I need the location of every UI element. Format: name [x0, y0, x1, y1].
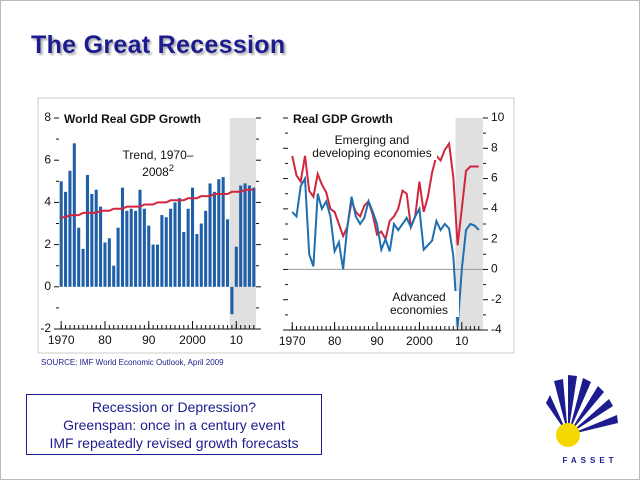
bar	[243, 183, 247, 287]
bar	[120, 187, 125, 287]
logo	[546, 375, 618, 447]
bar	[173, 202, 177, 287]
bar	[103, 242, 107, 287]
bar	[252, 187, 256, 287]
bar	[164, 217, 168, 287]
chart-title: World Real GDP Growth	[64, 112, 201, 126]
y-tick-label: 6	[44, 152, 51, 166]
bar	[85, 174, 89, 287]
bar	[217, 179, 221, 287]
y-tick-label: 8	[44, 110, 51, 124]
bar	[68, 170, 72, 287]
y-tick-label: -2	[491, 292, 502, 306]
bar	[64, 191, 68, 287]
forecast-shade	[229, 118, 256, 329]
series-line	[61, 188, 254, 219]
bar	[212, 191, 216, 287]
bar	[169, 208, 173, 287]
y-tick-label: 6	[491, 171, 498, 185]
bar	[81, 248, 85, 287]
bar	[204, 210, 208, 287]
chart-title: Real GDP Growth	[293, 112, 393, 126]
bar	[182, 231, 186, 287]
bar	[116, 227, 120, 287]
bar	[90, 193, 94, 287]
bar	[151, 244, 155, 287]
bar	[134, 210, 138, 287]
y-tick-label: 2	[44, 237, 51, 251]
slide-title: The Great Recession	[31, 31, 286, 59]
bar	[239, 185, 243, 287]
box-line: Recession or Depression?	[91, 398, 257, 415]
bar	[234, 246, 238, 287]
bar	[177, 198, 181, 287]
bar	[195, 234, 199, 287]
bar	[160, 215, 164, 287]
bar	[155, 244, 160, 287]
chart-frame	[37, 97, 515, 354]
series-annotation: Trend, 1970–20082	[113, 149, 203, 179]
series-annotation: Advanced economies	[379, 291, 459, 317]
x-tick-label: 90	[370, 334, 384, 348]
x-tick-label: 1970	[48, 333, 75, 347]
bar	[77, 227, 81, 287]
bar	[107, 238, 111, 287]
x-tick-label: 1970	[279, 334, 306, 348]
y-tick-label: 0	[491, 262, 498, 276]
bar	[247, 185, 251, 287]
bar	[147, 225, 151, 287]
text-box: Recession or Depression? Greenspan: once…	[26, 394, 322, 455]
box-line: IMF repeatedly revised growth forecasts	[49, 434, 299, 451]
x-tick-label: 10	[455, 334, 469, 348]
bar	[112, 265, 116, 287]
series-line	[291, 175, 480, 328]
bar	[221, 177, 225, 287]
box-line: Greenspan: once in a century event	[63, 416, 285, 433]
series-annotation: Emerging and developing economies	[307, 134, 437, 160]
y-tick-label: -4	[491, 322, 502, 336]
x-tick-label: 2000	[406, 334, 433, 348]
bar	[99, 206, 103, 287]
bar	[199, 223, 203, 287]
source: SOURCE: IMF World Economic Outlook, Apri…	[41, 358, 224, 367]
bar	[129, 208, 133, 287]
footnote-mark: 2	[168, 163, 174, 173]
bar	[138, 189, 142, 287]
bar	[230, 286, 234, 315]
y-tick-label: -2	[40, 321, 51, 335]
y-tick-label: 4	[491, 201, 498, 215]
y-tick-label: 10	[491, 110, 505, 124]
bar	[186, 208, 190, 287]
bar	[226, 219, 230, 287]
x-tick-label: 10	[230, 333, 244, 347]
bar	[59, 181, 63, 287]
bar	[125, 210, 129, 287]
logo-text: FASSET	[562, 456, 618, 465]
bar	[190, 187, 195, 287]
x-tick-label: 2000	[179, 333, 206, 347]
y-tick-label: 2	[491, 231, 498, 245]
logo-sun	[556, 423, 580, 447]
x-tick-label: 80	[328, 334, 342, 348]
x-tick-label: 80	[98, 333, 112, 347]
bar	[208, 183, 212, 287]
y-tick-label: 4	[44, 195, 51, 209]
y-tick-label: 0	[44, 279, 51, 293]
logo-rays	[546, 375, 618, 435]
bar	[142, 208, 146, 287]
x-tick-label: 90	[142, 333, 156, 347]
y-tick-label: 8	[491, 140, 498, 154]
bar	[94, 189, 98, 287]
